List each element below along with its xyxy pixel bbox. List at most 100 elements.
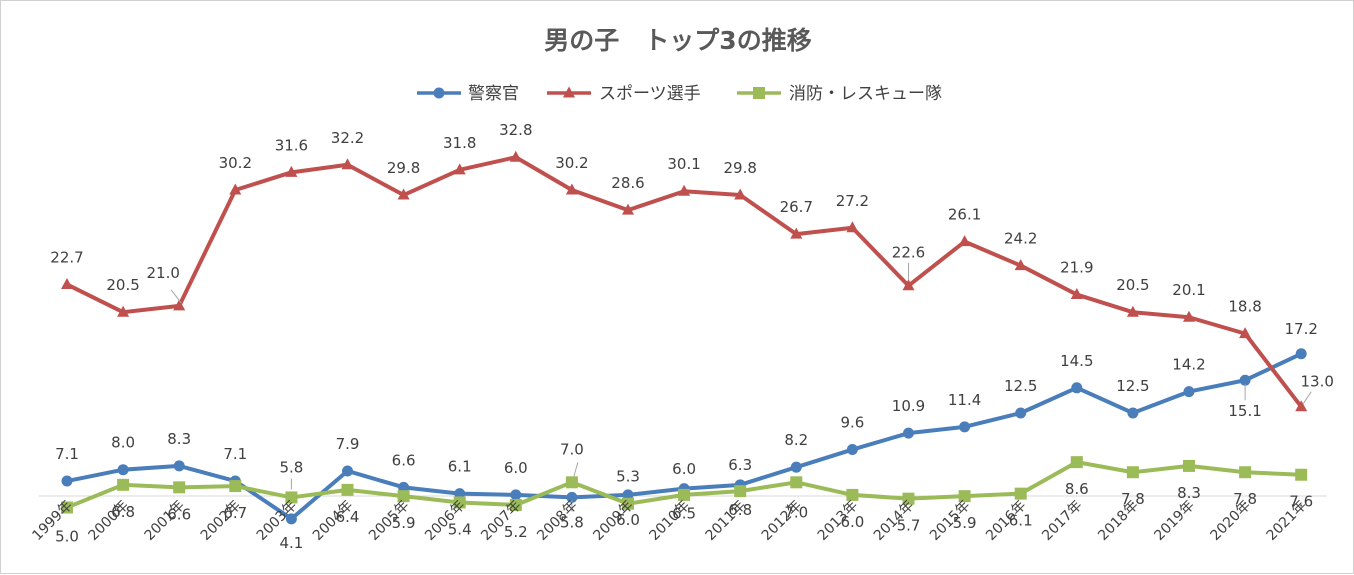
data-point <box>565 476 578 489</box>
data-label: 6.8 <box>111 503 135 521</box>
legend-item: スポーツ選手 <box>547 84 701 104</box>
data-label: 8.2 <box>784 431 808 449</box>
x-tick-label: 2018年 <box>1095 498 1141 544</box>
data-point <box>958 235 971 247</box>
chart-title: 男の子 トップ3の推移 <box>544 26 811 55</box>
data-point <box>958 490 971 503</box>
data-label: 6.3 <box>728 456 752 474</box>
data-point <box>61 501 73 514</box>
data-point <box>678 488 691 501</box>
data-point <box>61 475 73 487</box>
data-point <box>285 165 298 177</box>
legend-marker <box>433 87 445 99</box>
x-tick-layer: 1999年 2000年 2001年 2002年 2003年 2004年 2005年 2006年… <box>29 498 1310 544</box>
legend-item: 消防・レスキュー隊 <box>737 84 942 104</box>
data-label: 20.5 <box>106 276 139 294</box>
data-point <box>1070 456 1083 469</box>
data-label: 26.7 <box>780 198 813 216</box>
data-point <box>566 491 578 503</box>
x-tick-label: 2020年 <box>1208 498 1254 544</box>
data-label: 8.0 <box>111 434 135 452</box>
data-point <box>285 513 297 525</box>
data-label: 5.9 <box>392 514 416 532</box>
data-point <box>1126 305 1139 317</box>
data-point <box>1127 407 1139 419</box>
data-label: 29.8 <box>723 159 756 177</box>
data-point <box>622 489 634 501</box>
data-label: 7.8 <box>1121 490 1145 508</box>
data-label: 14.2 <box>1172 356 1205 374</box>
data-point <box>846 444 858 456</box>
data-label: 5.9 <box>953 514 977 532</box>
data-point <box>1239 374 1251 386</box>
data-label: 29.8 <box>387 159 420 177</box>
legend-item: 警察官 <box>417 84 519 104</box>
data-label: 5.4 <box>448 520 472 538</box>
data-point <box>454 488 466 500</box>
data-point <box>1183 386 1195 398</box>
data-label: 8.6 <box>1065 480 1089 498</box>
data-label: 12.5 <box>1004 377 1037 395</box>
data-point <box>790 227 803 239</box>
data-label: 24.2 <box>1004 230 1037 248</box>
data-point <box>173 460 185 472</box>
data-label: 13.0 <box>1300 373 1333 391</box>
data-label: 17.2 <box>1284 320 1317 338</box>
data-label: 6.7 <box>223 504 247 522</box>
label-leader-line <box>170 289 182 304</box>
x-tick-label: 2017年 <box>1039 498 1085 544</box>
data-point <box>902 279 915 291</box>
data-point <box>397 188 410 200</box>
data-point <box>1070 288 1083 300</box>
data-point <box>61 277 73 289</box>
data-point <box>1014 259 1027 271</box>
data-point <box>117 305 130 317</box>
label-leader-line <box>573 462 579 477</box>
data-point <box>1071 382 1083 394</box>
data-label: 6.1 <box>1009 512 1033 530</box>
data-label: 8.3 <box>1177 484 1201 502</box>
data-point <box>229 480 242 493</box>
data-label: 21.9 <box>1060 259 1093 277</box>
data-label: 5.3 <box>616 468 640 486</box>
data-label: 21.0 <box>146 264 179 282</box>
data-point <box>846 488 859 501</box>
data-label: 6.4 <box>336 508 360 526</box>
data-label: 20.5 <box>1116 276 1149 294</box>
data-point <box>734 188 747 200</box>
legend-label: 消防・レスキュー隊 <box>789 84 942 104</box>
data-label: 11.4 <box>948 391 981 409</box>
data-label: 7.9 <box>336 435 360 453</box>
data-label: 5.8 <box>279 458 303 476</box>
legend-marker <box>563 86 575 98</box>
data-point <box>790 461 802 473</box>
data-label: 14.5 <box>1060 352 1093 370</box>
legend-label: 警察官 <box>468 84 519 104</box>
data-point <box>790 476 803 489</box>
data-label: 30.2 <box>219 154 252 172</box>
data-point <box>1126 466 1139 479</box>
data-point <box>453 496 466 509</box>
data-point <box>341 483 354 496</box>
data-label: 15.1 <box>1228 402 1261 420</box>
data-label: 7.6 <box>1289 493 1313 511</box>
data-point <box>341 158 354 170</box>
data-label: 6.6 <box>167 505 191 523</box>
data-label: 5.7 <box>897 517 921 535</box>
data-label: 22.7 <box>50 248 83 266</box>
data-label: 31.8 <box>443 134 476 152</box>
series-group <box>61 150 1308 412</box>
data-label: 32.2 <box>331 129 364 147</box>
legend-marker <box>753 87 765 99</box>
data-label: 9.6 <box>840 414 864 432</box>
data-label: 5.2 <box>504 523 528 541</box>
x-tick-label: 2019年 <box>1151 498 1197 544</box>
data-label: 8.3 <box>167 430 191 448</box>
data-point <box>453 163 466 175</box>
data-label: 22.6 <box>892 244 925 262</box>
data-point <box>903 427 914 439</box>
data-label: 18.8 <box>1228 298 1261 316</box>
data-point <box>1295 348 1307 360</box>
